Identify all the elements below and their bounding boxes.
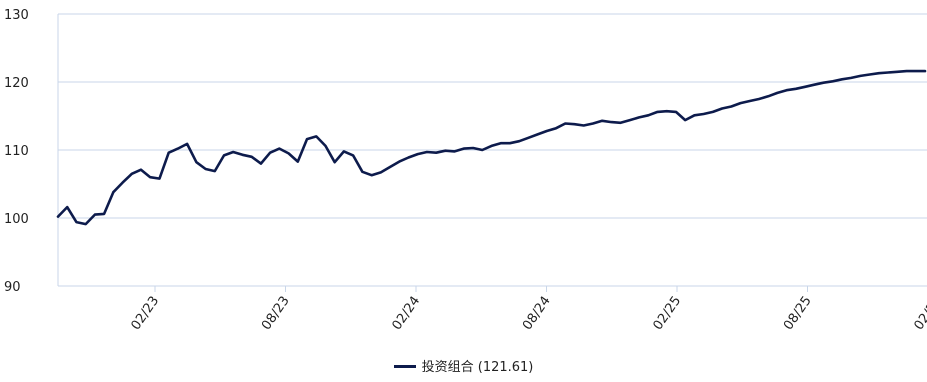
y-tick-label: 90 — [4, 280, 21, 295]
x-tick-label: 08/24 — [520, 294, 554, 333]
series-group — [56, 69, 927, 226]
x-tick-label: 02/23 — [128, 294, 162, 333]
x-tick-label: 02/24 — [389, 294, 423, 333]
x-tick-label: 08/25 — [781, 294, 815, 333]
x-tick-label: 08/23 — [259, 294, 293, 333]
legend-swatch — [393, 365, 416, 368]
x-tick-label: 02/26 — [911, 294, 927, 333]
y-axis-ticks: 130 120 110 100 90 — [4, 8, 29, 295]
x-tick-label: 02/25 — [650, 294, 684, 333]
y-tick-label: 110 — [4, 144, 29, 159]
x-axis-ticks: 02/23 08/23 02/24 08/24 02/25 08/25 02/26 — [128, 294, 927, 333]
y-tick-label: 120 — [4, 76, 29, 91]
gridlines — [58, 13, 927, 287]
y-tick-label: 100 — [4, 212, 29, 227]
legend: 投资组合 (121.61) — [0, 356, 927, 375]
legend-label: 投资组合 (121.61) — [421, 360, 534, 375]
axes — [57, 14, 808, 292]
series-line — [56, 69, 927, 226]
y-tick-label: 130 — [4, 8, 29, 23]
